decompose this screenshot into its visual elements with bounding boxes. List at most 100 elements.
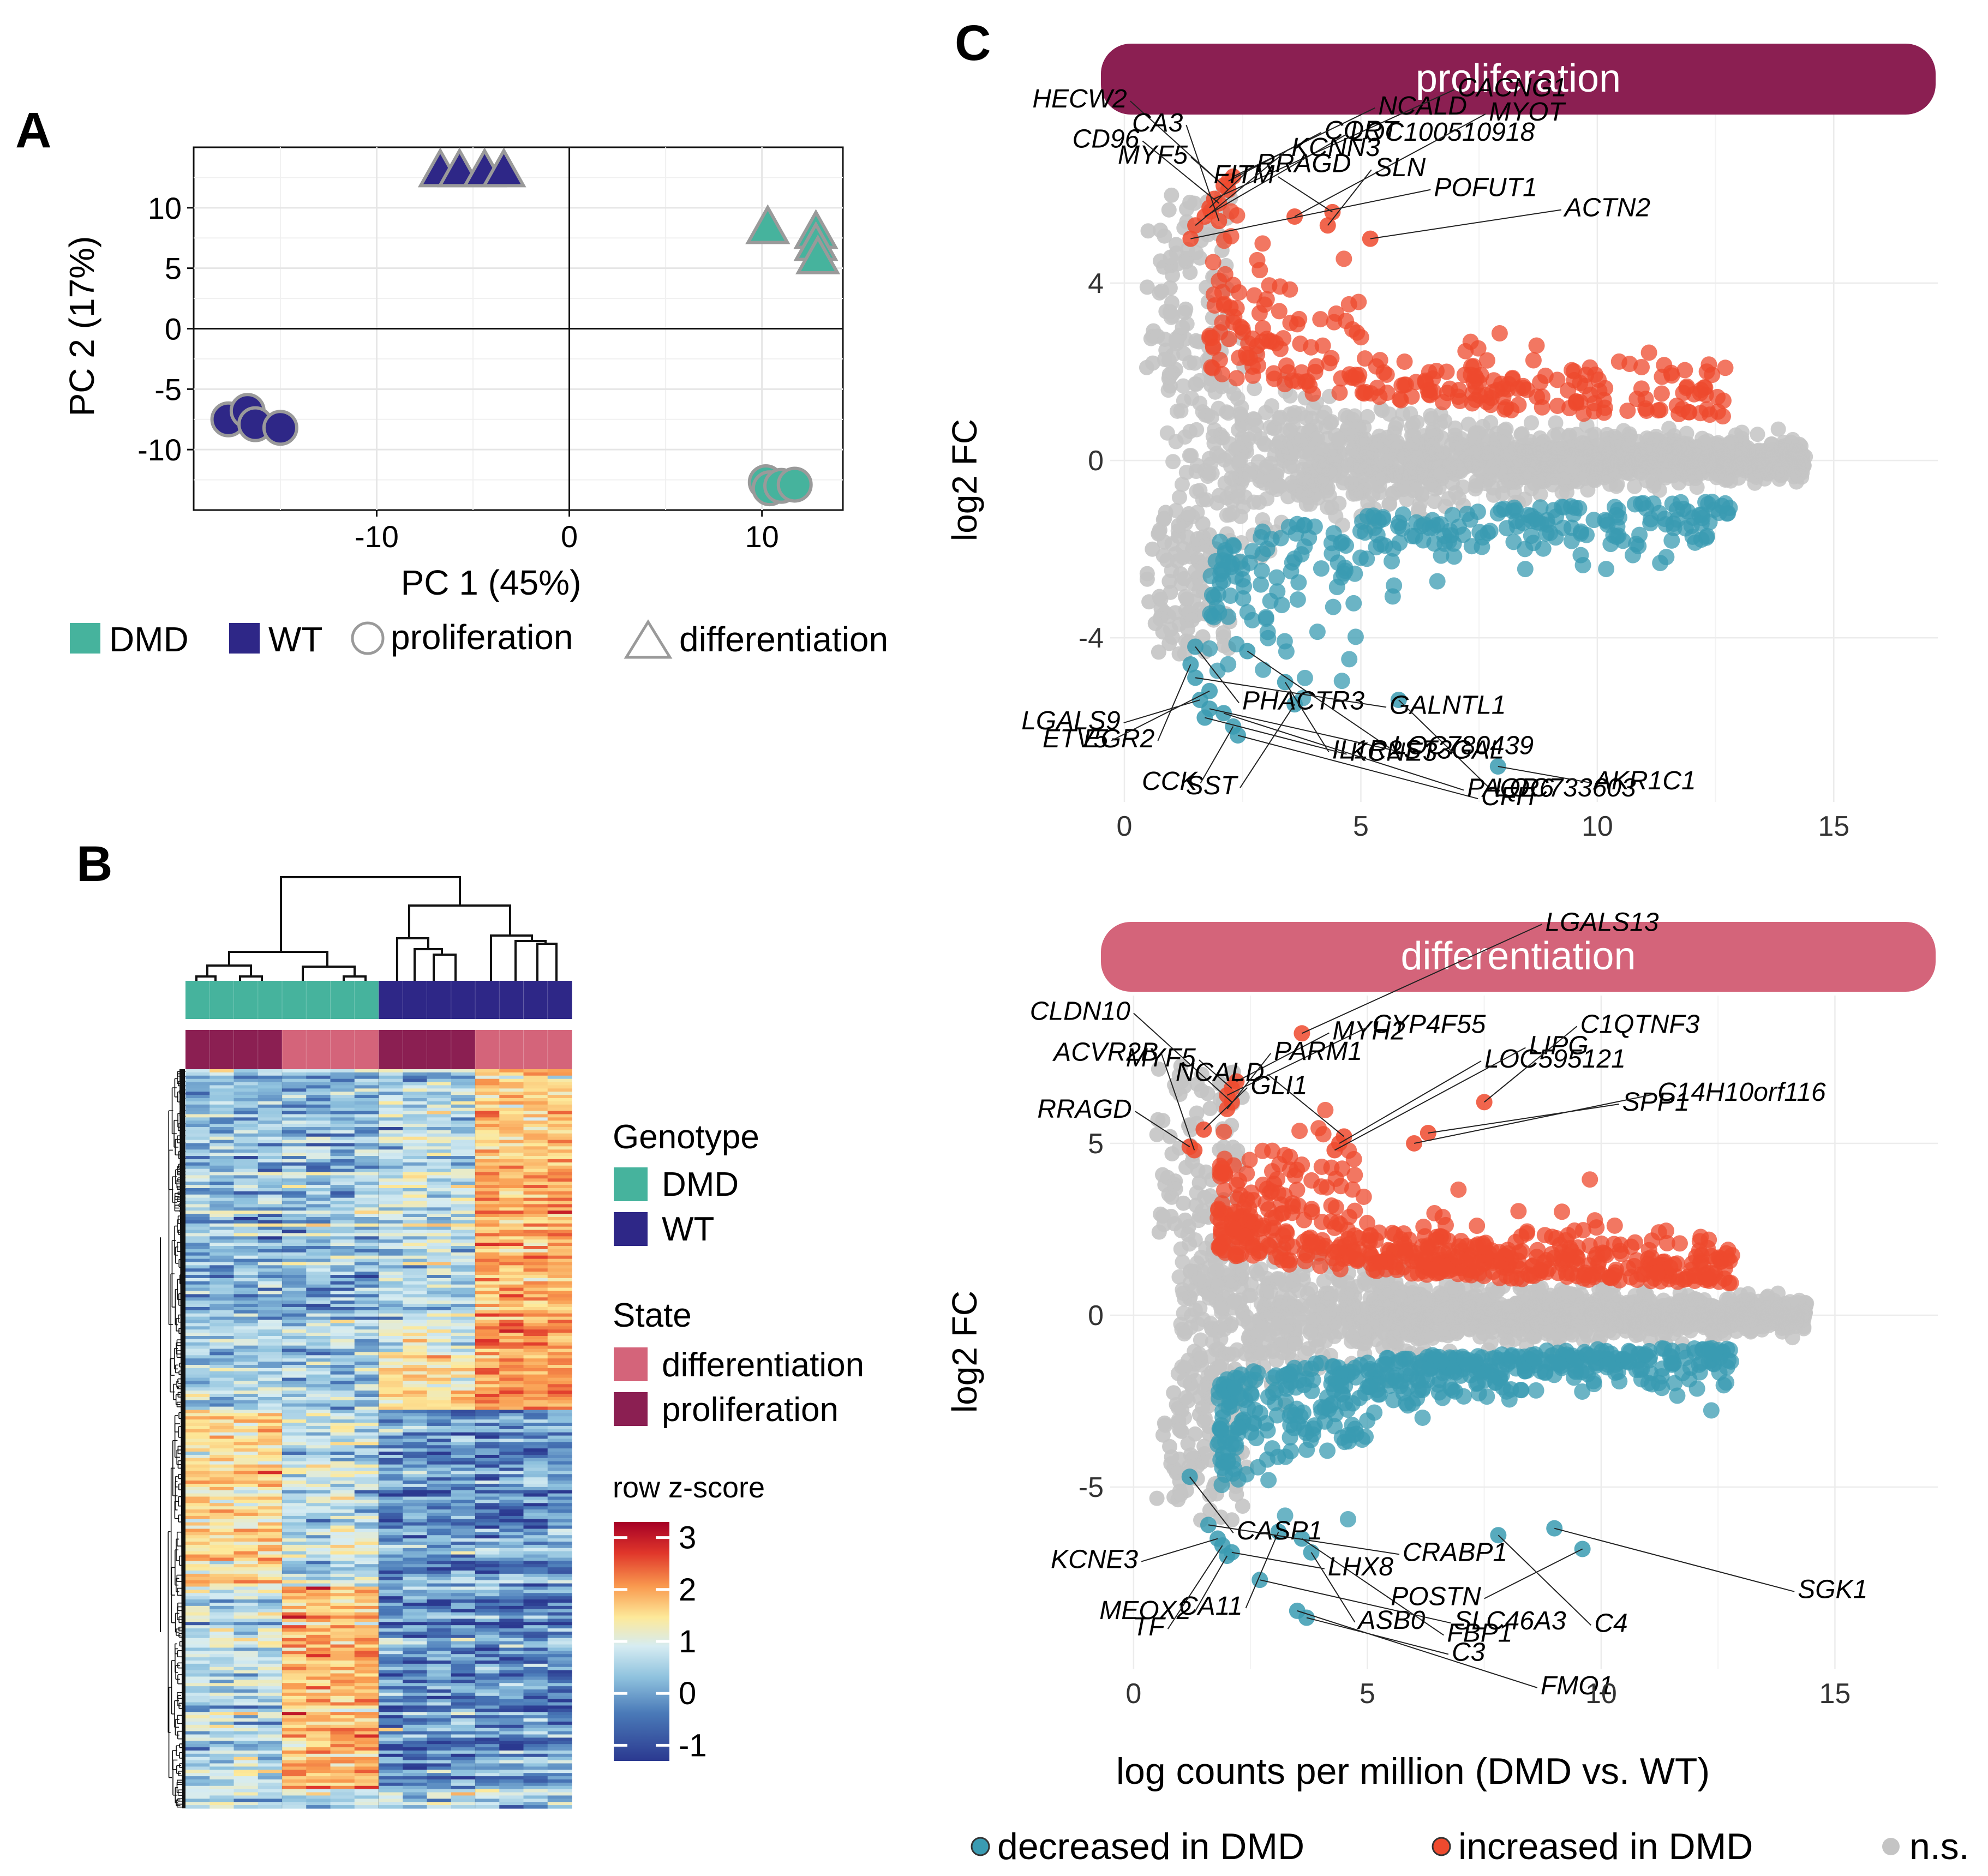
heatmap-cell — [379, 1766, 403, 1770]
heatmap-cell — [330, 1532, 355, 1536]
heatmap-cell — [523, 1544, 548, 1549]
heatmap-cell — [185, 1358, 210, 1362]
panel-label-a: A — [15, 103, 51, 158]
heatmap-cell — [258, 1377, 283, 1382]
heatmap-cell — [547, 1323, 572, 1327]
heatmap-cell — [523, 1156, 548, 1160]
heatmap-cell — [475, 1390, 500, 1394]
pca-point — [776, 466, 813, 503]
heatmap-cell — [354, 1268, 379, 1272]
heatmap-cell — [185, 1390, 210, 1394]
heatmap-cell — [306, 1297, 331, 1301]
genotype-cell — [451, 981, 476, 1019]
heatmap-cell — [499, 1792, 524, 1796]
heatmap-cell — [403, 1503, 428, 1507]
heatmap-cell — [306, 1429, 331, 1433]
heatmap-cell — [451, 1182, 476, 1185]
heatmap-cell — [306, 1069, 331, 1073]
heatmap-cell — [403, 1731, 428, 1735]
heatmap-cell — [330, 1515, 355, 1520]
heatmap-cell — [185, 1156, 210, 1160]
heatmap-cell — [451, 1525, 476, 1530]
heatmap-cell — [209, 1474, 235, 1478]
heatmap-cell — [354, 1085, 379, 1089]
heatmap-cell — [185, 1487, 210, 1491]
heatmap-cell — [185, 1136, 210, 1141]
heatmap-cell — [379, 1165, 403, 1170]
heatmap-cell — [547, 1602, 572, 1607]
heatmap-cell — [379, 1631, 403, 1635]
heatmap-cell — [282, 1185, 307, 1189]
heatmap-cell — [258, 1313, 283, 1317]
heatmap-cell — [233, 1217, 259, 1221]
heatmap-cell — [499, 1326, 524, 1330]
heatmap-cell — [475, 1098, 500, 1102]
heatmap-cell — [475, 1217, 500, 1221]
heatmap-cell — [330, 1133, 355, 1137]
heatmap-cell — [499, 1339, 524, 1343]
heatmap-cell — [427, 1605, 452, 1610]
heatmap-cell — [354, 1792, 379, 1796]
heatmap-cell — [523, 1345, 548, 1350]
heatmap-cell — [233, 1223, 259, 1227]
heatmap-cell — [475, 1371, 500, 1375]
state-proliferation-label: proliferation — [662, 1391, 839, 1429]
heatmap-cell — [451, 1519, 476, 1523]
heatmap-cell — [282, 1509, 307, 1513]
heatmap-cell — [451, 1676, 476, 1680]
heatmap-cell — [427, 1188, 452, 1192]
heatmap-cell — [379, 1313, 403, 1317]
heatmap-cell — [523, 1770, 548, 1773]
heatmap-cell — [475, 1699, 500, 1703]
heatmap-cell — [185, 1435, 210, 1440]
heatmap-cell — [499, 1217, 524, 1221]
heatmap-cell — [427, 1464, 452, 1469]
heatmap-cell — [258, 1275, 283, 1279]
heatmap-cell — [233, 1477, 259, 1481]
heatmap-cell — [233, 1284, 259, 1288]
heatmap-cell — [258, 1233, 283, 1237]
heatmap-cell — [282, 1542, 307, 1545]
heatmap-cell — [306, 1663, 331, 1668]
heatmap-cell — [523, 1387, 548, 1391]
heatmap-cell — [547, 1529, 572, 1532]
heatmap-cell — [185, 1281, 210, 1285]
heatmap-cell — [499, 1207, 524, 1211]
heatmap-cell — [475, 1306, 500, 1311]
heatmap-cell — [427, 1384, 452, 1388]
heatmap-cell — [282, 1535, 307, 1539]
heatmap-cell — [330, 1763, 355, 1767]
heatmap-cell — [330, 1362, 355, 1365]
heatmap-cell — [475, 1535, 500, 1539]
heatmap-cell — [547, 1130, 572, 1134]
heatmap-cell — [523, 1583, 548, 1587]
heatmap-cell — [427, 1362, 452, 1365]
heatmap-cell — [403, 1168, 428, 1173]
heatmap-cell — [354, 1329, 379, 1333]
heatmap-cell — [258, 1246, 283, 1250]
heatmap-cell — [403, 1605, 428, 1610]
heatmap-cell — [330, 1718, 355, 1722]
heatmap-cell — [233, 1747, 259, 1751]
heatmap-cell — [209, 1471, 235, 1475]
heatmap-cell — [233, 1471, 259, 1475]
heatmap-cell — [185, 1384, 210, 1388]
heatmap-cell — [451, 1458, 476, 1462]
heatmap-cell — [499, 1368, 524, 1372]
heatmap-cell — [403, 1622, 428, 1626]
heatmap-cell — [306, 1634, 331, 1639]
heatmap-cell — [379, 1435, 403, 1440]
heatmap-cell — [258, 1127, 283, 1131]
heatmap-cell — [209, 1615, 235, 1620]
heatmap-cell — [306, 1580, 331, 1584]
heatmap-cell — [427, 1602, 452, 1607]
heatmap-cell — [427, 1278, 452, 1282]
heatmap-cell — [475, 1374, 500, 1378]
heatmap-cell — [233, 1143, 259, 1147]
heatmap-cell — [354, 1692, 379, 1697]
heatmap-cell — [427, 1718, 452, 1722]
heatmap-cell — [523, 1651, 548, 1655]
heatmap-cell — [403, 1522, 428, 1526]
heatmap-cell — [547, 1291, 572, 1294]
heatmap-cell — [185, 1394, 210, 1398]
